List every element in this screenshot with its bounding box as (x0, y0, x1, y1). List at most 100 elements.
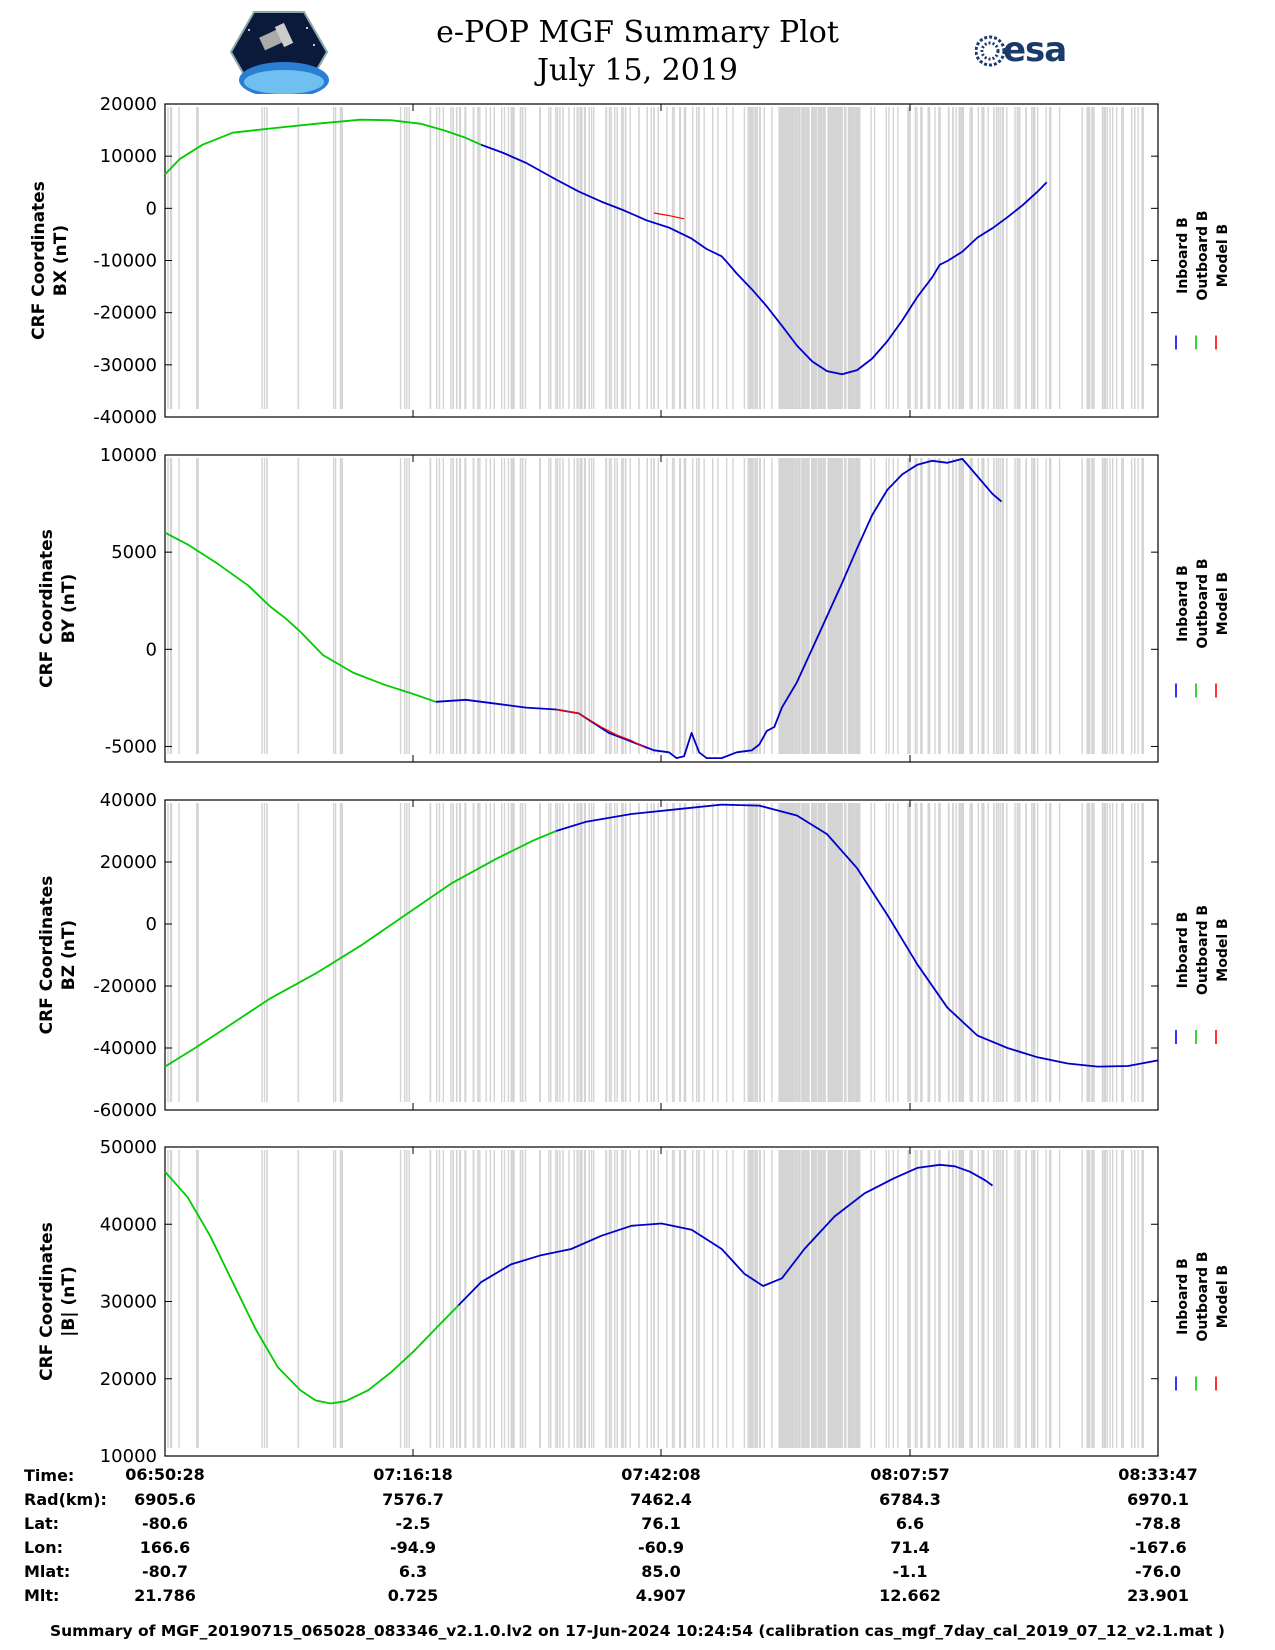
y-tick-label: 20000 (100, 1369, 157, 1390)
info-row-time: Time: (0, 1466, 1275, 1490)
info-cell: -80.6 (141, 1514, 189, 1533)
y-tick-label: 40000 (100, 1214, 157, 1235)
summary-footer: Summary of MGF_20190715_065028_083346_v2… (49, 1622, 1226, 1640)
y-tick-label: 10000 (100, 146, 157, 167)
series-outboard-b (164, 1171, 460, 1405)
info-cell: -76.0 (1134, 1562, 1182, 1581)
y-tick-label: 10000 (100, 445, 157, 466)
x-tick-label: 08:07:57 (870, 1465, 950, 1484)
legend-label: Outboard B (1195, 558, 1211, 648)
info-row: Mlt: 21.786 0.725 4.907 12.662 23.901 (0, 1586, 1275, 1610)
y-tick-label: 5000 (111, 542, 157, 563)
plot-frame (164, 454, 1159, 763)
info-cell: 76.1 (641, 1514, 681, 1533)
x-tick-label: 06:50:28 (125, 1465, 205, 1484)
legend-label: Outboard B (1195, 1251, 1211, 1341)
plot-title-block: e-POP MGF Summary Plot July 15, 2019 (0, 14, 1275, 90)
chart-panel-4: 50000 40000 30000 20000 10000 CRF Coordinates… (37, 1137, 1231, 1467)
info-row: Rad(km): 6905.6 7576.7 7462.4 6784.3 6970.1 (0, 1490, 1275, 1514)
y-tick-label: 0 (146, 914, 157, 935)
y-tick-label: -5000 (105, 736, 157, 757)
legend-label: Model B (1215, 224, 1231, 287)
esa-logo-text: esa (1003, 30, 1067, 70)
y-tick-label: -20000 (93, 976, 157, 997)
plot-date: July 15, 2019 (536, 53, 739, 88)
legend-label: Inboard B (1175, 912, 1191, 989)
info-cell: 6.3 (398, 1562, 428, 1581)
x-tick-label: 08:33:47 (1118, 1465, 1198, 1484)
chart-panel-3: 40000 20000 0 -20000 -40000 -60000 CRF Coordin… (37, 790, 1231, 1121)
y-tick-label: 40000 (100, 790, 157, 811)
info-cell: 166.6 (139, 1538, 191, 1557)
info-cell: 21.786 (134, 1586, 196, 1605)
y-tick-label: -30000 (93, 355, 157, 376)
info-cell: 6784.3 (879, 1490, 941, 1509)
series-model-b (556, 708, 647, 749)
info-cell: -60.9 (637, 1538, 685, 1557)
info-cell: -80.7 (141, 1562, 189, 1581)
info-cell: -167.6 (1129, 1538, 1187, 1557)
y-tick-label: -20000 (93, 303, 157, 324)
esa-logo-icon (975, 35, 1005, 67)
y-tick-label: -60000 (93, 1100, 157, 1121)
legend-label: Inboard B (1175, 217, 1191, 294)
info-row-label: Mlat: (24, 1562, 71, 1581)
info-row-label: Time: (24, 1466, 75, 1485)
y-axis-label: CRF Coordinates (37, 876, 57, 1035)
info-row-label: Mlt: (24, 1586, 60, 1605)
info-cell: 12.662 (879, 1586, 941, 1605)
series-inboard-b (457, 1163, 994, 1307)
series-inboard-b (480, 143, 1048, 376)
x-tick-label: 07:16:18 (373, 1465, 453, 1484)
series-outboard-b (164, 118, 482, 176)
info-row-label: Lat: (24, 1514, 60, 1533)
info-cell: 6.6 (895, 1514, 925, 1533)
info-cell: 85.0 (641, 1562, 681, 1581)
plot-frame (164, 103, 1159, 418)
legend-label: Model B (1215, 1265, 1231, 1328)
series-inboard-b (555, 803, 1159, 1068)
y-axis-label: CRF Coordinates (37, 1222, 57, 1381)
legend-label: Model B (1215, 918, 1231, 981)
series-outboard-b (164, 830, 557, 1068)
series-outboard-b (164, 531, 437, 703)
y-tick-label: 30000 (100, 1292, 157, 1313)
y-tick-label: 20000 (100, 852, 157, 873)
legend-label: Inboard B (1175, 565, 1191, 642)
info-row: Lat: -80.6 -2.5 76.1 6.6 -78.8 (0, 1514, 1275, 1538)
y-axis-label: BZ (nT) (59, 920, 79, 990)
info-row-label: Rad(km): (24, 1490, 107, 1509)
info-cell: 7462.4 (630, 1490, 692, 1509)
info-cell: 7576.7 (382, 1490, 444, 1509)
y-tick-label: 10000 (100, 1446, 157, 1467)
series-inboard-b (435, 458, 1003, 759)
y-axis-label: BX (nT) (51, 225, 71, 296)
y-tick-label: -40000 (93, 1038, 157, 1059)
plot-title: e-POP MGF Summary Plot (436, 15, 839, 50)
y-axis-label: CRF Coordinates (37, 529, 57, 688)
series-model-b (653, 212, 685, 220)
info-row: Lon: 166.6 -94.9 -60.9 71.4 -167.6 (0, 1538, 1275, 1562)
y-tick-label: -10000 (93, 251, 157, 272)
info-cell: -78.8 (1134, 1514, 1182, 1533)
y-tick-label: 0 (146, 639, 157, 660)
info-cell: 6905.6 (134, 1490, 196, 1509)
info-cell: 71.4 (890, 1538, 930, 1557)
legend-label: Outboard B (1195, 905, 1211, 995)
y-tick-label: 50000 (100, 1137, 157, 1158)
y-tick-label: -40000 (93, 407, 157, 428)
y-tick-label: 0 (146, 198, 157, 219)
chart-panel-1: 20000 10000 0 -10000 -20000 -30000 -40000 CRF C… (29, 94, 1231, 428)
y-axis-label: CRF Coordinates (29, 181, 49, 340)
info-cell: 4.907 (635, 1586, 687, 1605)
cassiope-badge-icon (229, 11, 329, 94)
info-cell: -94.9 (389, 1538, 437, 1557)
x-tick-label: 07:42:08 (621, 1465, 701, 1484)
plot-frame (164, 1146, 1159, 1457)
info-cell: 0.725 (387, 1586, 439, 1605)
info-row: Mlat: -80.7 6.3 85.0 -1.1 -76.0 (0, 1562, 1275, 1586)
y-axis-label: |B| (nT) (59, 1266, 79, 1337)
info-cell: -1.1 (892, 1562, 928, 1581)
y-axis-label: BY (nT) (59, 574, 79, 644)
